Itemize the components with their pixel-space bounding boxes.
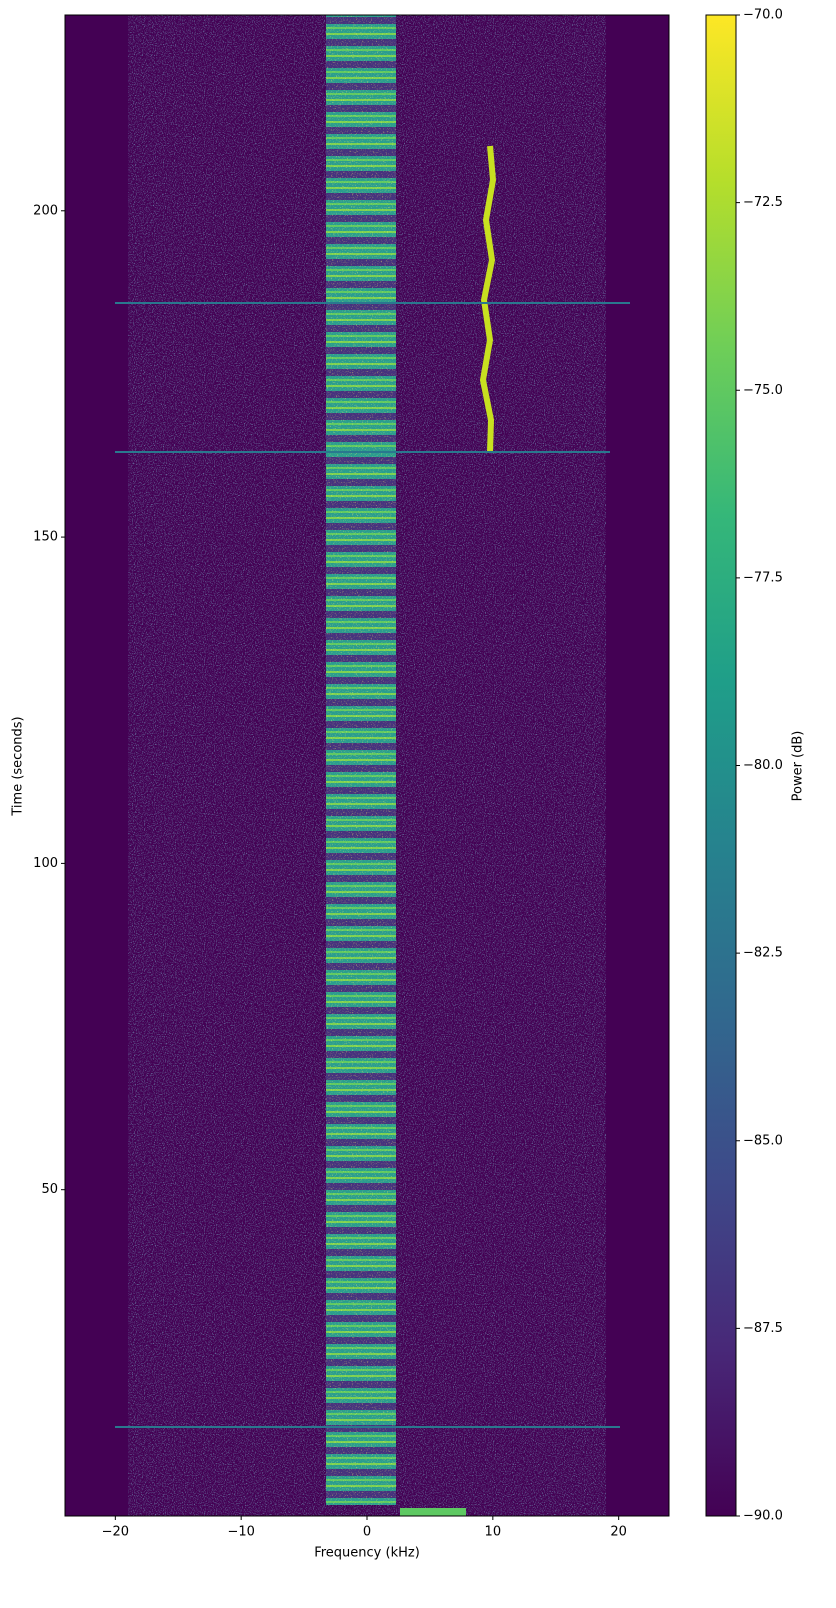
colorbar-tick-label: −90.0 <box>743 1509 783 1524</box>
x-tick-label: −20 <box>102 1525 129 1540</box>
colorbar-tick-label: −75.0 <box>743 383 783 398</box>
y-tick-label: 50 <box>41 1182 58 1197</box>
interference-line <box>115 451 610 453</box>
colorbar-tick-label: −80.0 <box>743 758 783 773</box>
burst <box>400 1508 466 1516</box>
x-tick-label: 20 <box>610 1525 627 1540</box>
y-tick-label: 150 <box>33 530 58 545</box>
colorbar-tick-label: −87.5 <box>743 1321 783 1336</box>
interference-line <box>115 1426 620 1428</box>
x-tick-label: 10 <box>485 1525 502 1540</box>
colorbar-tick-label: −72.5 <box>743 195 783 210</box>
y-tick-label: 100 <box>33 856 58 871</box>
drifting-carrier <box>479 145 497 453</box>
x-axis-label: Frequency (kHz) <box>314 1546 420 1561</box>
colorbar-tick-label: −85.0 <box>743 1133 783 1148</box>
signal-texture <box>326 15 396 1505</box>
x-tick-label: −10 <box>227 1525 254 1540</box>
colorbar <box>705 14 737 1517</box>
colorbar-label: Power (dB) <box>791 731 806 802</box>
colorbar-tick-label: −82.5 <box>743 946 783 961</box>
colorbar-tick-label: −77.5 <box>743 570 783 585</box>
interference-line <box>115 302 630 304</box>
y-tick-label: 200 <box>33 203 58 218</box>
colorbar-tick-label: −70.0 <box>743 8 783 23</box>
heatmap <box>65 15 669 1516</box>
y-axis-label: Time (seconds) <box>11 716 26 816</box>
x-tick-label: 0 <box>363 1525 371 1540</box>
